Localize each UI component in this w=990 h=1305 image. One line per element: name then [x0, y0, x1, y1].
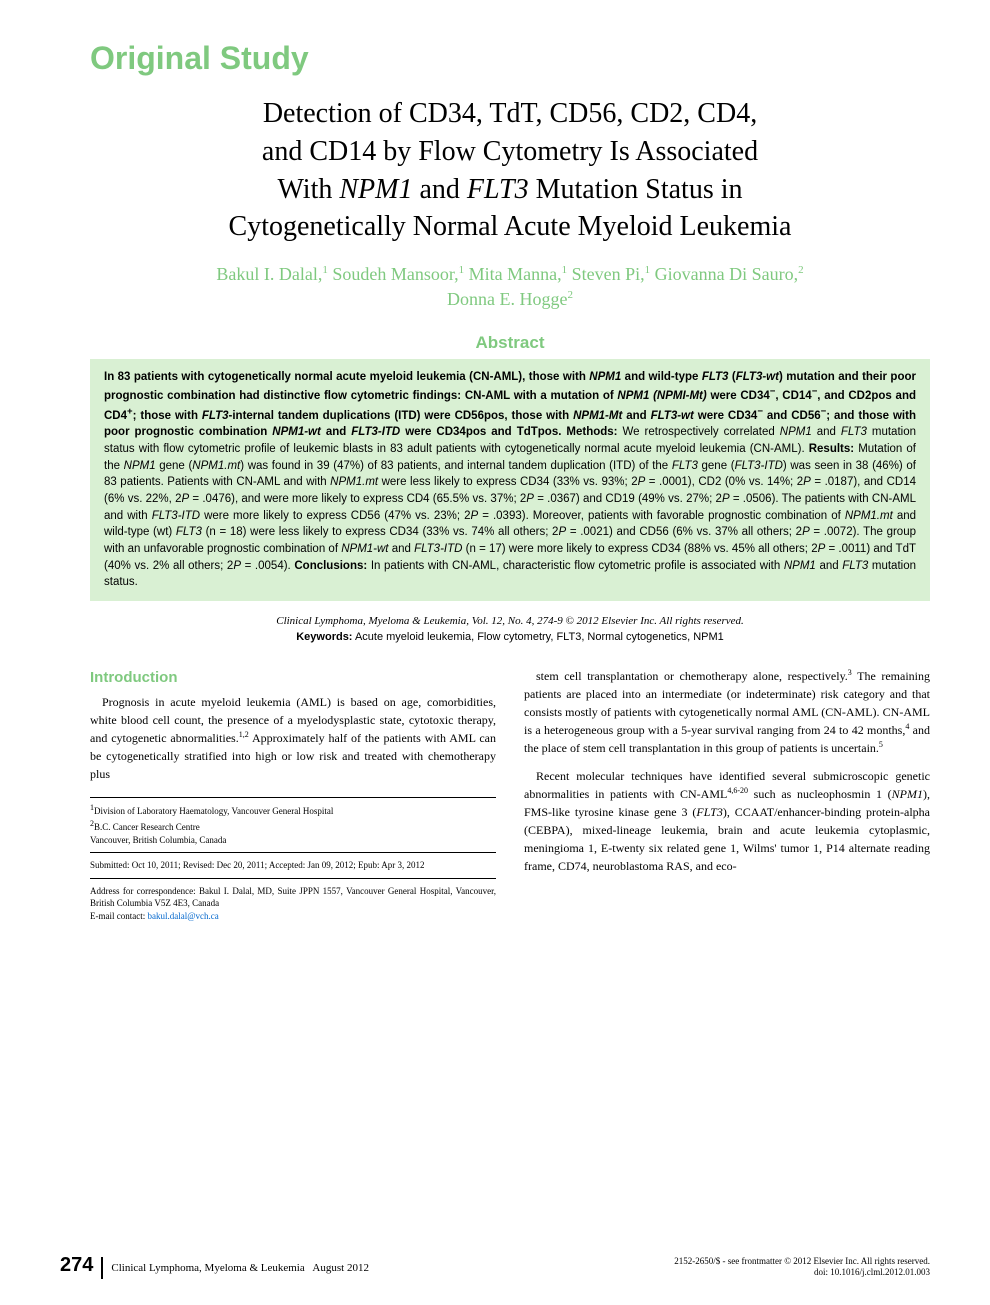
intro-paragraph-1: Prognosis in acute myeloid leukemia (AML… — [90, 693, 496, 783]
page-number: 274 — [60, 1254, 93, 1277]
correspondence-address: Address for correspondence: Bakul I. Dal… — [90, 885, 496, 910]
introduction-heading: Introduction — [90, 667, 496, 690]
article-type-label: Original Study — [90, 40, 930, 77]
divider — [90, 852, 496, 853]
keywords-text: Acute myeloid leukemia, Flow cytometry, … — [355, 631, 724, 643]
column-right: stem cell transplantation or chemotherap… — [524, 667, 930, 923]
footer-left: 274 Clinical Lymphoma, Myeloma & Leukemi… — [60, 1254, 369, 1279]
doi-line: doi: 10.1016/j.clml.2012.01.003 — [674, 1267, 930, 1279]
abstract-box: In 83 patients with cytogenetically norm… — [90, 359, 930, 601]
journal-issue: August 2012 — [312, 1262, 369, 1274]
keywords-label: Keywords: — [296, 631, 352, 643]
body-paragraph-3: Recent molecular techniques have identif… — [524, 767, 930, 875]
issn-line: 2152-2650/$ - see frontmatter © 2012 Els… — [674, 1256, 930, 1268]
body-paragraph-2: stem cell transplantation or chemotherap… — [524, 667, 930, 757]
email-link[interactable]: bakul.dalal@vch.ca — [147, 911, 218, 921]
email-label: E-mail contact: — [90, 911, 145, 921]
authors-line-2: Donna E. Hogge2 — [90, 287, 930, 312]
divider — [90, 878, 496, 879]
affiliation-location: Vancouver, British Columbia, Canada — [90, 834, 496, 847]
footer-journal: Clinical Lymphoma, Myeloma & Leukemia Au… — [101, 1257, 369, 1279]
body-columns: Introduction Prognosis in acute myeloid … — [90, 667, 930, 923]
affiliations-block: 1Division of Laboratory Haematology, Van… — [90, 797, 496, 922]
column-left: Introduction Prognosis in acute myeloid … — [90, 667, 496, 923]
journal-name: Clinical Lymphoma, Myeloma & Leukemia — [111, 1262, 304, 1274]
authors-block: Bakul I. Dalal,1 Soudeh Mansoor,1 Mita M… — [90, 262, 930, 312]
keywords-line: Keywords: Acute myeloid leukemia, Flow c… — [90, 631, 930, 643]
affiliation-1: 1Division of Laboratory Haematology, Van… — [90, 802, 496, 818]
authors-line-1: Bakul I. Dalal,1 Soudeh Mansoor,1 Mita M… — [90, 262, 930, 287]
correspondence-email-line: E-mail contact: bakul.dalal@vch.ca — [90, 910, 496, 923]
footer-right: 2152-2650/$ - see frontmatter © 2012 Els… — [674, 1256, 930, 1279]
abstract-heading: Abstract — [90, 333, 930, 353]
submission-dates: Submitted: Oct 10, 2011; Revised: Dec 20… — [90, 859, 496, 872]
article-title: Detection of CD34, TdT, CD56, CD2, CD4,a… — [90, 95, 930, 246]
affiliation-2: 2B.C. Cancer Research Centre — [90, 818, 496, 834]
page-footer: 274 Clinical Lymphoma, Myeloma & Leukemi… — [60, 1254, 930, 1279]
citation-line: Clinical Lymphoma, Myeloma & Leukemia, V… — [90, 615, 930, 627]
